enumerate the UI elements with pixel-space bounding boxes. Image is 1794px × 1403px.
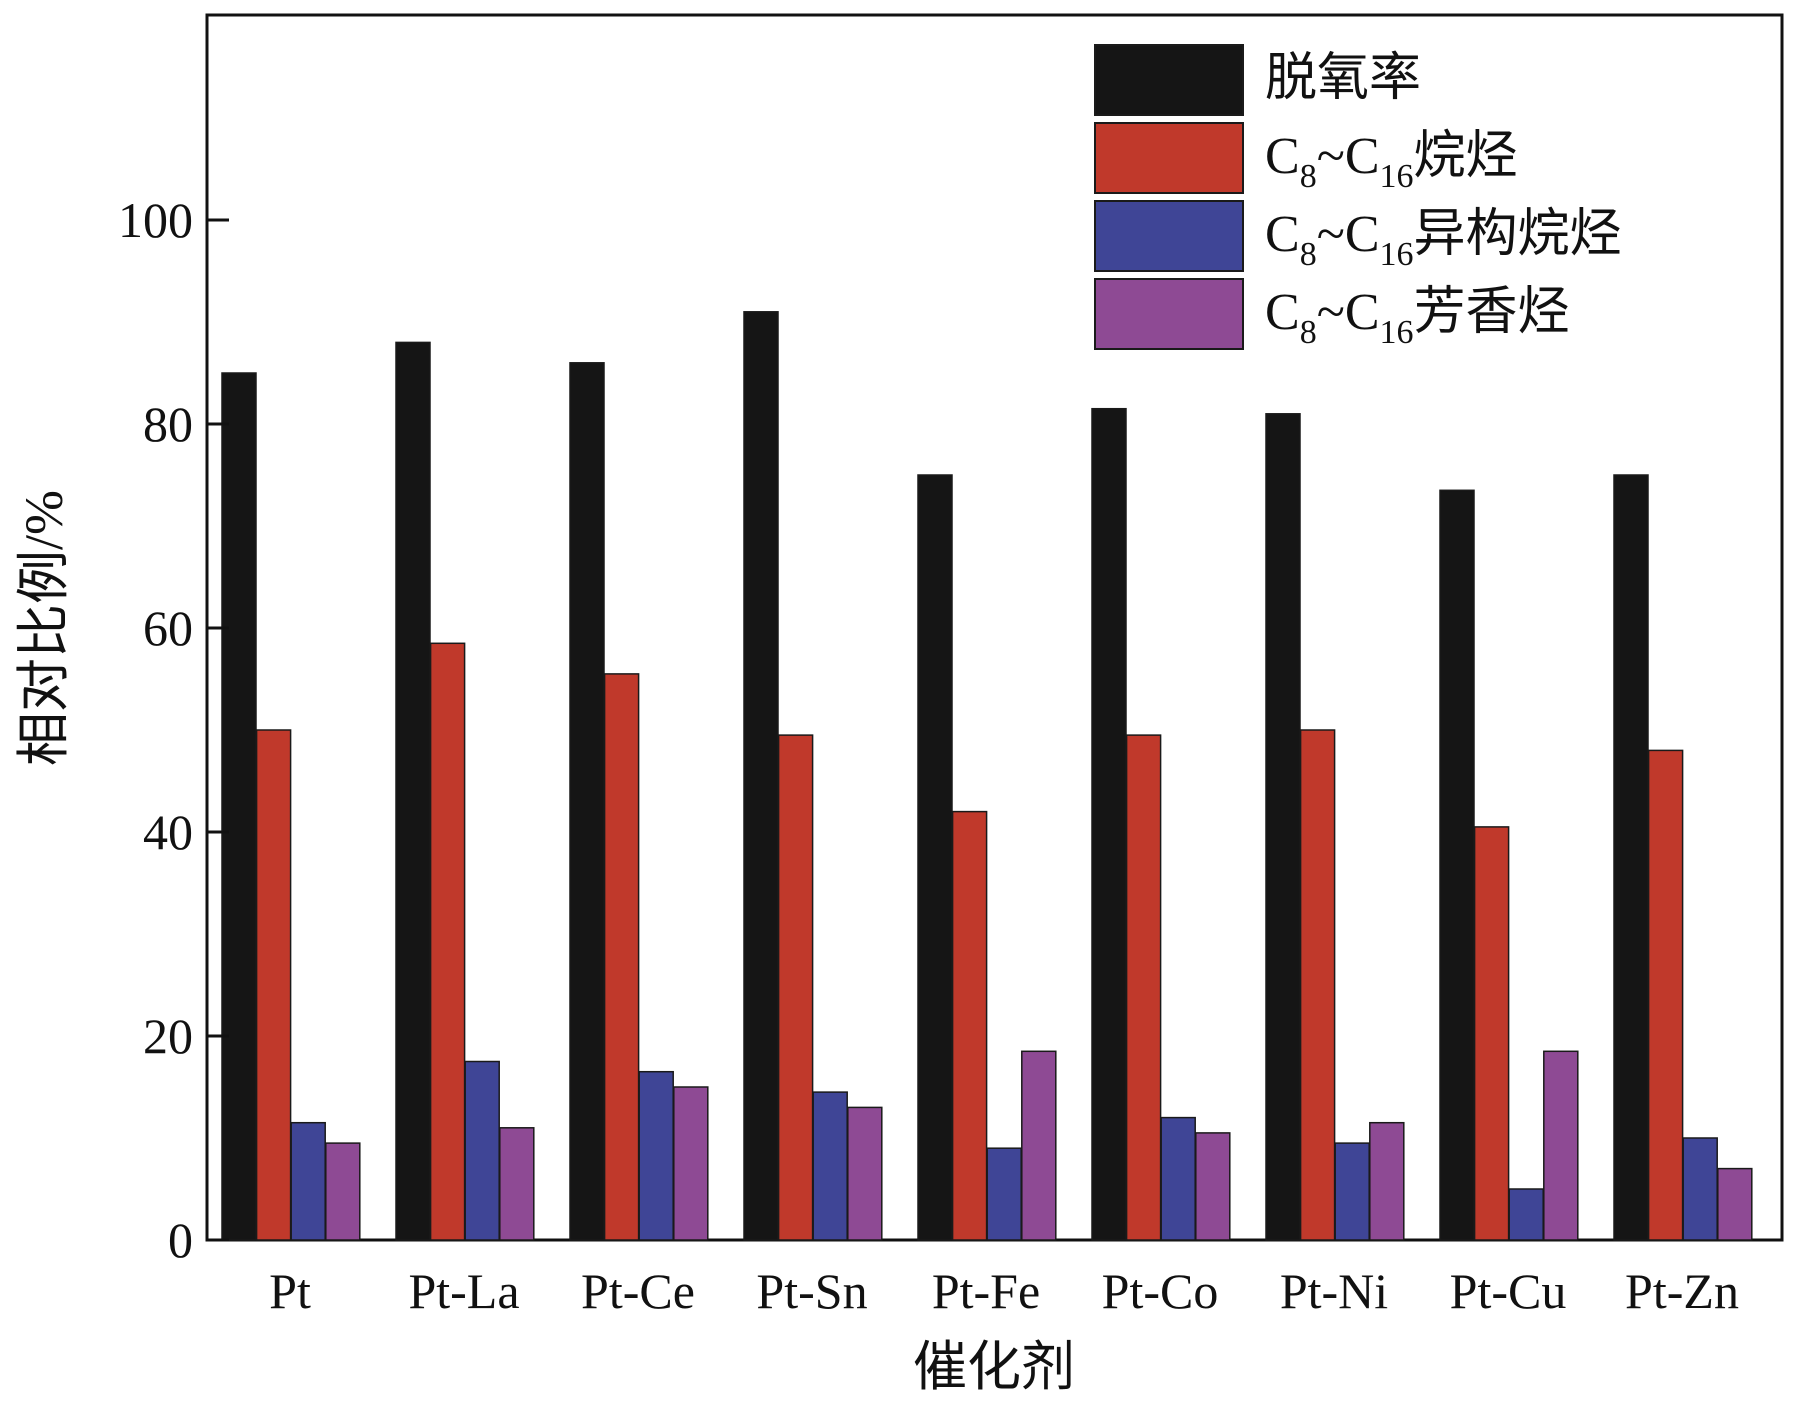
x-tick-label: Pt (269, 1263, 311, 1319)
legend-swatch (1094, 200, 1244, 272)
y-axis: 0 20 40 60 80 100 (118, 192, 229, 1268)
bar (847, 1106, 883, 1241)
x-tick-label: Pt-Ni (1280, 1263, 1388, 1319)
legend-subscript: 16 (1380, 236, 1414, 273)
bar (569, 362, 605, 1241)
y-tick-label: 80 (143, 396, 193, 452)
bar (1334, 1142, 1370, 1241)
legend-text: C (1265, 284, 1300, 341)
legend-swatch (1094, 44, 1244, 116)
legend-swatch (1094, 122, 1244, 194)
x-tick-label: Pt-Co (1102, 1263, 1219, 1319)
bar (1508, 1188, 1544, 1241)
bar (255, 729, 292, 1241)
bar (1439, 489, 1475, 1241)
bar (1613, 474, 1649, 1241)
bar (1647, 749, 1684, 1241)
bar (743, 311, 779, 1241)
legend-text: 烷烃 (1414, 128, 1518, 185)
y-tick-label: 40 (143, 804, 193, 860)
x-tick-label: Pt-Sn (756, 1263, 867, 1319)
legend-text: ~C (1317, 128, 1380, 185)
bars-group (221, 311, 1753, 1241)
bar (1091, 407, 1127, 1241)
y-tick-label: 100 (118, 192, 193, 248)
bar (325, 1142, 361, 1241)
legend-entry-label: C8~C16烷烃 (1265, 128, 1518, 195)
legend-text: ~C (1317, 284, 1380, 341)
bar (777, 734, 814, 1241)
legend-subscript: 16 (1380, 314, 1414, 351)
legend-entry-label: C8~C16芳香烃 (1265, 284, 1570, 351)
bar (499, 1127, 535, 1241)
bar (1299, 729, 1336, 1241)
bar (1265, 413, 1301, 1241)
x-axis-title: 催化剂 (913, 1337, 1075, 1397)
bar (1160, 1116, 1196, 1241)
bar (638, 1070, 674, 1241)
legend-text: C (1265, 128, 1300, 185)
y-axis-title: 相对比例/% (14, 490, 74, 766)
bar (603, 673, 640, 1241)
legend-subscript: 8 (1300, 158, 1317, 195)
legend-text: 脱氧率 (1265, 50, 1421, 107)
bar (290, 1121, 326, 1241)
bar (1682, 1137, 1718, 1241)
legend-entry-label: 脱氧率 (1265, 50, 1421, 107)
bar (1473, 826, 1510, 1241)
legend-text: ~C (1317, 206, 1380, 263)
x-axis: Pt Pt-La Pt-Ce Pt-Sn Pt-Fe Pt-Co Pt-Ni Pt-Cu Pt-… (269, 1263, 1739, 1319)
bar (1195, 1132, 1231, 1241)
bar (812, 1091, 848, 1241)
bar (429, 642, 466, 1241)
legend-subscript: 16 (1380, 158, 1414, 195)
x-tick-label: Pt-Zn (1625, 1263, 1739, 1319)
bar (1125, 734, 1162, 1241)
x-tick-label: Pt-Cu (1450, 1263, 1567, 1319)
bar (395, 341, 431, 1241)
bar (673, 1086, 709, 1241)
x-tick-label: Pt-Ce (581, 1263, 695, 1319)
x-tick-label: Pt-La (408, 1263, 519, 1319)
legend-subscript: 8 (1300, 236, 1317, 273)
bar (221, 372, 257, 1241)
bar (1543, 1050, 1579, 1241)
legend-text: C (1265, 206, 1300, 263)
y-tick-label: 60 (143, 600, 193, 656)
bar (986, 1147, 1022, 1241)
legend-entry-label: C8~C16异构烷烃 (1265, 206, 1622, 273)
x-tick-label: Pt-Fe (932, 1263, 1040, 1319)
legend-swatch (1094, 278, 1244, 350)
y-tick-label: 20 (143, 1008, 193, 1064)
bar (464, 1060, 500, 1241)
legend-text: 芳香烃 (1414, 284, 1570, 341)
bar (1369, 1121, 1405, 1241)
y-tick-label: 0 (168, 1212, 193, 1268)
bar (917, 474, 953, 1241)
legend-subscript: 8 (1300, 314, 1317, 351)
legend-text: 异构烷烃 (1414, 206, 1622, 263)
bar (951, 810, 988, 1241)
bar (1021, 1050, 1057, 1241)
bar (1717, 1167, 1753, 1241)
